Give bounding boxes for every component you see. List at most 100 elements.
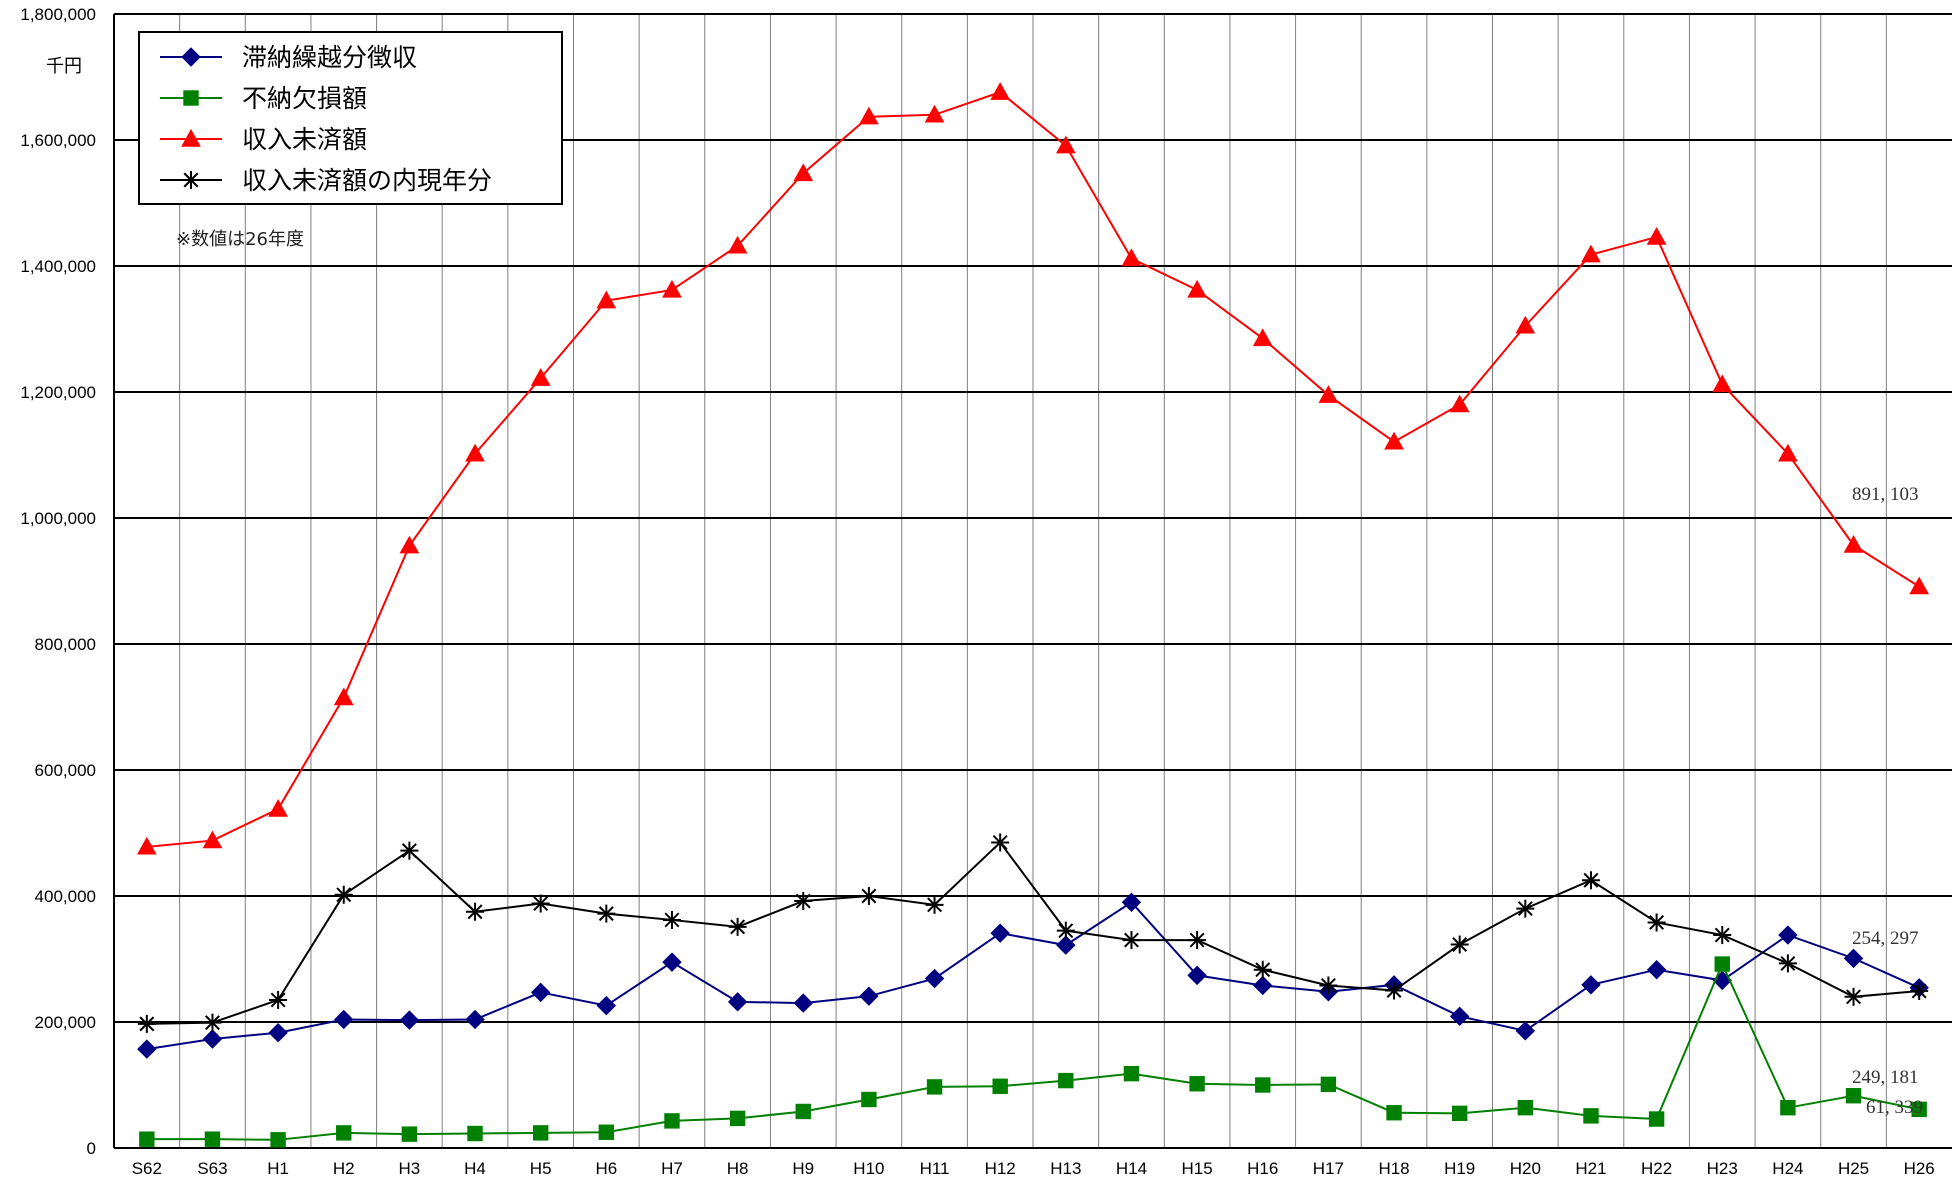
data-point	[794, 892, 813, 911]
data-point	[204, 1131, 221, 1147]
series-line	[146, 840, 1920, 1025]
x-tick-label: S62	[132, 1159, 162, 1178]
data-point	[399, 535, 420, 554]
x-tick-label: H6	[595, 1159, 617, 1178]
x-tick-label: H16	[1247, 1159, 1278, 1178]
data-point	[795, 1103, 811, 1120]
legend-entry: 不納欠損額	[160, 84, 367, 113]
data-point	[1780, 1099, 1796, 1116]
x-tick-label: H13	[1050, 1159, 1081, 1178]
data-point	[399, 1010, 420, 1030]
y-tick-label: 1,800,000	[20, 5, 96, 24]
data-point	[1778, 925, 1798, 945]
legend-label: 不納欠損額	[242, 84, 367, 113]
data-point	[1451, 1105, 1468, 1122]
data-point	[333, 687, 354, 706]
data-point	[334, 885, 353, 904]
data-point	[336, 1125, 352, 1141]
data-point	[1583, 1108, 1599, 1124]
data-point	[1581, 975, 1601, 995]
unit-label: 千円	[46, 56, 82, 77]
data-point	[598, 1124, 615, 1140]
data-point	[1189, 1076, 1205, 1092]
series-1	[139, 956, 1927, 1148]
annotation-blue-value: 254, 297	[1852, 928, 1919, 949]
data-point	[1253, 975, 1273, 996]
data-point	[990, 82, 1011, 100]
series-line	[146, 900, 1920, 1051]
series-line	[146, 90, 1920, 848]
data-point	[1253, 960, 1272, 979]
data-point	[1252, 328, 1273, 347]
data-point	[1516, 899, 1535, 918]
legend-marker	[183, 90, 199, 106]
legend-marker	[181, 47, 201, 67]
data-point	[1712, 374, 1733, 393]
data-point	[1121, 892, 1142, 913]
series-0	[137, 892, 1929, 1059]
y-tick-label: 400,000	[35, 887, 96, 906]
data-point	[1646, 226, 1667, 245]
data-point	[532, 1125, 549, 1141]
x-tick-label: H20	[1510, 1159, 1541, 1178]
data-point	[269, 990, 288, 1009]
data-point	[1844, 987, 1863, 1006]
data-point	[1911, 1101, 1927, 1118]
data-point	[729, 1110, 746, 1127]
y-axis-labels: 0 200,000 400,000 600,000 800,000 1,000,000 1,…	[20, 5, 96, 1158]
data-point	[859, 887, 878, 905]
x-tick-label: H4	[464, 1159, 486, 1178]
x-tick-label: H15	[1182, 1159, 1213, 1178]
data-point	[1319, 976, 1338, 995]
data-point	[991, 833, 1010, 852]
series-2	[136, 82, 1930, 855]
y-tick-label: 1,400,000	[20, 257, 96, 276]
data-point	[268, 799, 288, 817]
x-tick-label: H5	[530, 1159, 552, 1178]
x-tick-label: S63	[197, 1159, 227, 1178]
data-point	[530, 982, 551, 1003]
annotation-green-value: 61, 339	[1866, 1097, 1923, 1118]
legend-entry: 滞納繰越分徴収	[160, 43, 417, 72]
data-point	[1318, 385, 1339, 403]
data-point	[924, 104, 945, 123]
annotation-red-value: 891, 103	[1852, 484, 1919, 505]
data-point	[202, 1029, 223, 1049]
data-point	[203, 1013, 222, 1032]
data-point	[202, 830, 223, 849]
data-point	[1517, 1099, 1534, 1116]
data-point	[662, 279, 682, 298]
series-layer	[136, 82, 1930, 1148]
series-3	[137, 833, 1929, 1033]
data-point	[1384, 431, 1404, 450]
data-point	[1058, 1072, 1074, 1089]
data-point	[1450, 935, 1469, 954]
y-tick-label: 600,000	[35, 761, 96, 780]
y-tick-label: 1,000,000	[20, 509, 96, 528]
data-point	[268, 1023, 288, 1043]
legend-box	[138, 31, 563, 205]
x-tick-label: H3	[399, 1159, 421, 1178]
data-point	[728, 917, 747, 936]
data-point	[531, 894, 550, 913]
data-point	[1843, 948, 1864, 969]
data-point	[137, 1014, 156, 1033]
data-point	[1056, 935, 1076, 955]
data-point	[136, 836, 157, 855]
data-point	[1648, 1111, 1665, 1127]
legend-marker	[182, 171, 200, 189]
x-tick-label: H24	[1772, 1159, 1803, 1178]
data-point	[793, 163, 814, 182]
data-point	[990, 923, 1010, 943]
legend-entry: 収入未済額	[160, 125, 367, 154]
data-point	[1123, 1065, 1140, 1082]
data-point	[1188, 931, 1207, 950]
x-tick-label: H17	[1313, 1159, 1344, 1178]
x-tick-label: H8	[727, 1159, 749, 1178]
data-point	[1778, 954, 1797, 973]
data-point	[1056, 921, 1075, 940]
data-point	[1843, 535, 1864, 553]
data-point	[530, 368, 551, 386]
legend-label: 滞納繰越分徴収	[242, 43, 417, 72]
data-point	[727, 235, 748, 254]
